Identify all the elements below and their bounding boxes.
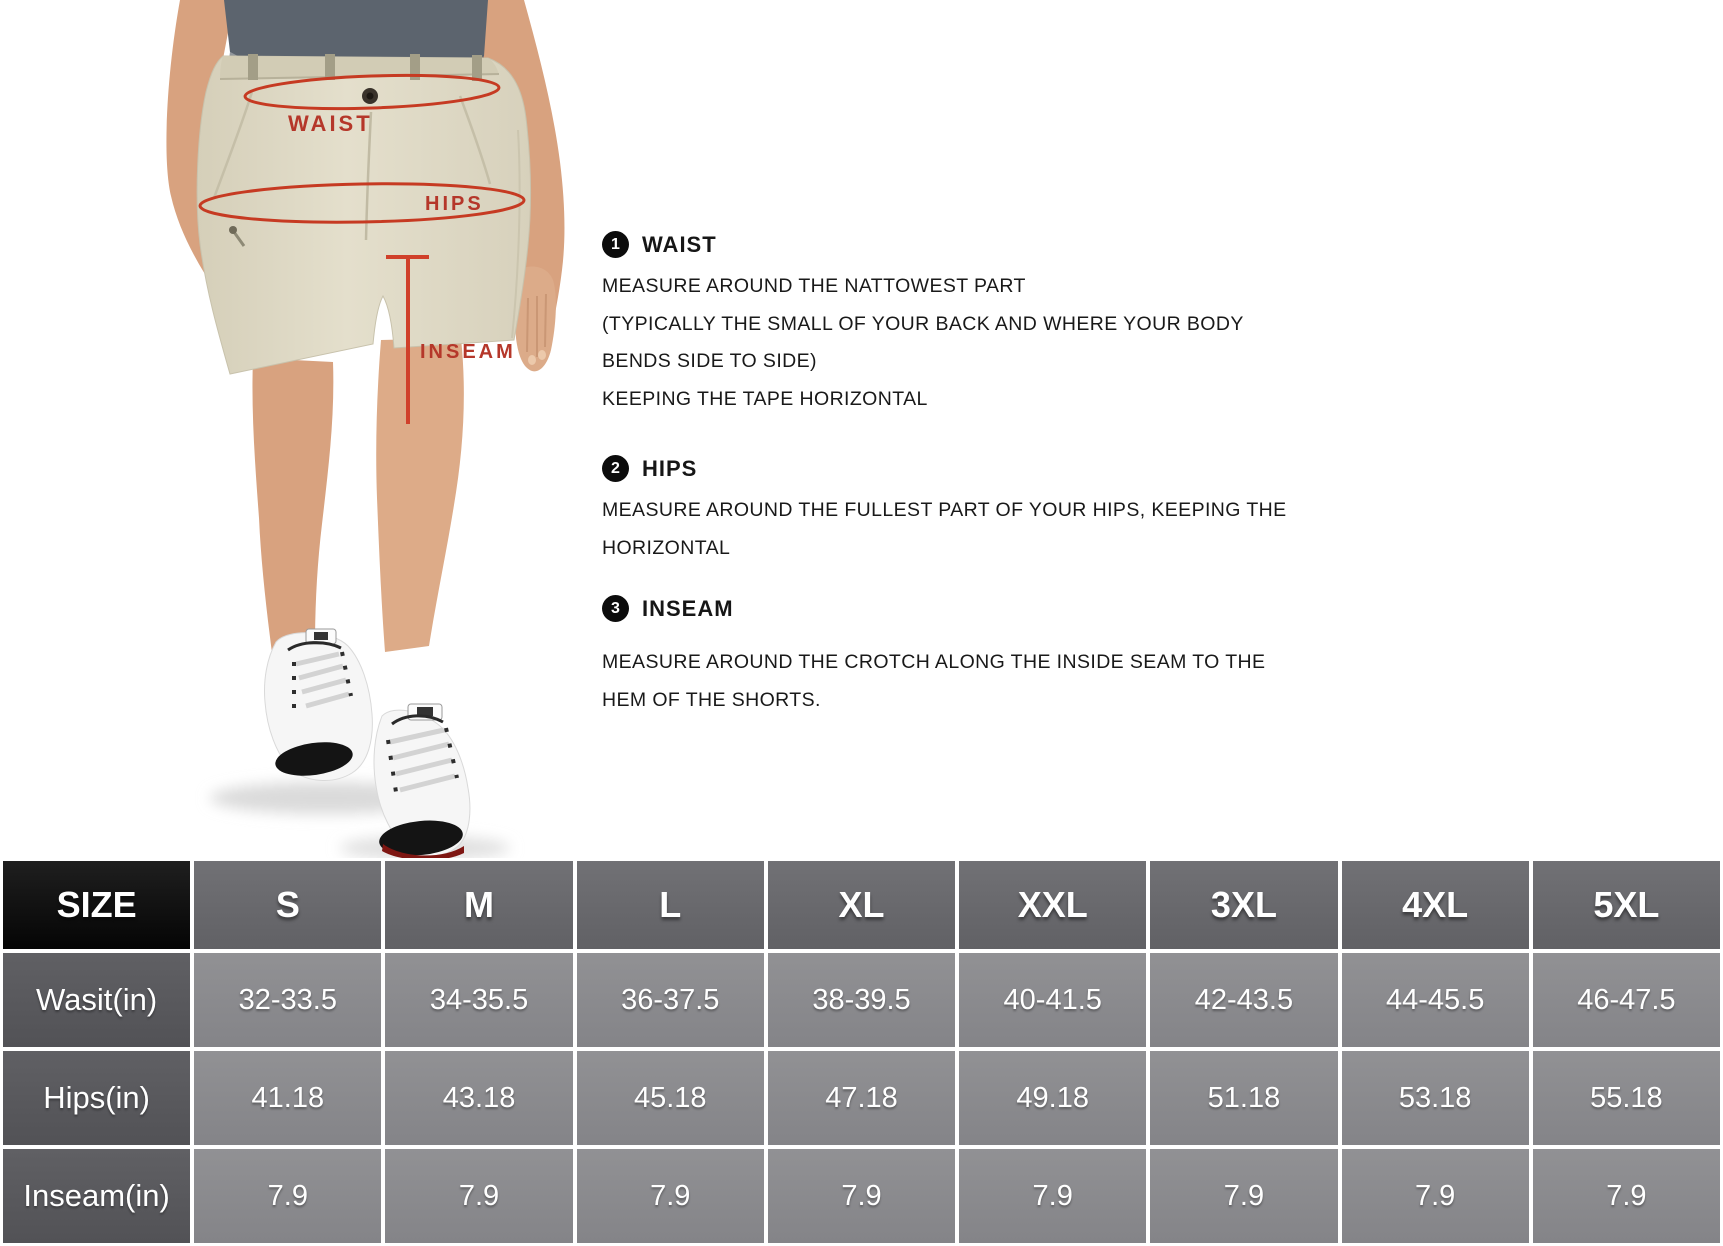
waistband (220, 56, 499, 80)
belt-loop (325, 54, 335, 80)
table-header-s: S (194, 861, 382, 949)
fly-seam (364, 111, 373, 241)
left-pocket-seam (212, 91, 254, 199)
instruction-title: WAIST (642, 231, 717, 257)
instruction-body: MEASURE AROUND THE NATTOWEST PART (TYPIC… (602, 268, 1244, 418)
table-header-4xl: 4XL (1341, 861, 1529, 949)
table-header-3xl: 3XL (1150, 861, 1338, 949)
table-cell: 7.9 (959, 1149, 1147, 1243)
belt-loop (472, 55, 482, 81)
right-side-seam (511, 129, 521, 339)
table-cell: 7.9 (1150, 1149, 1338, 1243)
table-header-5xl: 5XL (1532, 861, 1720, 949)
table-cell: 41.18 (194, 1051, 382, 1145)
table-cell: 7.9 (767, 1149, 956, 1243)
table-header-l: L (576, 861, 764, 949)
instruction-waist: 1 WAIST MEASURE AROUND THE NATTOWEST PAR… (602, 231, 1244, 418)
table-cell: 49.18 (959, 1051, 1147, 1145)
fingernail (538, 350, 546, 360)
left-shoe (264, 632, 373, 781)
hips-photo-label: HIPS (425, 193, 484, 215)
finger-lines (526, 293, 547, 357)
instruction-heading: 1 WAIST (602, 231, 1244, 258)
table-cell: 7.9 (194, 1149, 382, 1243)
table-row-label-inseam: Inseam(in) (3, 1149, 191, 1243)
instruction-heading: 3 INSEAM (602, 595, 1265, 622)
instruction-line: HORIZONTAL (602, 536, 731, 559)
inseam-photo-label: INSEAM (420, 341, 516, 363)
right-pocket-seam (458, 95, 492, 185)
table-cell: 42-43.5 (1150, 953, 1338, 1047)
belt-loop (410, 54, 420, 80)
zip-pocket (232, 231, 246, 247)
instruction-line: KEEPING THE TAPE HORIZONTAL (602, 387, 928, 410)
model-illustration: WAIST HIPS INSEAM (166, 0, 565, 861)
waist-photo-label: WAIST (288, 111, 373, 136)
instruction-line: MEASURE AROUND THE NATTOWEST PART (602, 275, 1026, 297)
right-shoe-tag (417, 707, 433, 716)
right-leg (376, 338, 464, 652)
zip-pull (229, 226, 237, 234)
table-cell: 47.18 (767, 1051, 956, 1145)
table-cell: 55.18 (1532, 1051, 1720, 1145)
left-leg (252, 358, 334, 653)
model-photo: WAIST HIPS INSEAM (120, 0, 590, 862)
left-shoe-toe (275, 742, 353, 776)
table-cell: 44-45.5 (1341, 953, 1529, 1047)
left-shoe-collar (287, 641, 342, 652)
right-shoe-toe (379, 820, 463, 856)
size-chart-table: SIZE S M L XL XXL 3XL 4XL 5XL Wasit(in) … (0, 858, 1723, 1246)
instruction-body: MEASURE AROUND THE FULLEST PART OF YOUR … (602, 492, 1287, 567)
instruction-line: MEASURE AROUND THE FULLEST PART OF YOUR … (602, 499, 1287, 521)
right-shoe-laces (389, 727, 456, 793)
table-cell: 36-37.5 (576, 953, 764, 1047)
table-cell: 43.18 (385, 1051, 573, 1145)
table-header-size: SIZE (3, 861, 191, 949)
table-cell: 38-39.5 (767, 953, 956, 1047)
table-row-label-hips: Hips(in) (3, 1051, 191, 1145)
instruction-line: HEM OF THE SHORTS. (602, 688, 821, 711)
table-cell: 51.18 (1150, 1051, 1338, 1145)
table-cell: 53.18 (1341, 1051, 1529, 1145)
table-header-m: M (385, 861, 573, 949)
right-shoe-red-sole (382, 844, 464, 861)
instruction-line: BENDS SIDE TO SIDE) (602, 350, 817, 372)
table-cell: 7.9 (576, 1149, 764, 1243)
shorts-button-center (366, 92, 374, 100)
right-shoe-collar (391, 714, 444, 726)
instruction-heading: 2 HIPS (602, 455, 1287, 482)
table-cell: 7.9 (385, 1149, 573, 1243)
table-cell: 7.9 (1341, 1149, 1529, 1243)
table-cell: 45.18 (576, 1051, 764, 1145)
table-cell: 7.9 (1532, 1149, 1720, 1243)
table-header-xxl: XXL (959, 861, 1147, 949)
instruction-hips: 2 HIPS MEASURE AROUND THE FULLEST PART O… (602, 455, 1287, 567)
inseam-line (386, 255, 429, 424)
table-cell: 34-35.5 (385, 953, 573, 1047)
table-header-xl: XL (767, 861, 956, 949)
instruction-body: MEASURE AROUND THE CROTCH ALONG THE INSI… (602, 644, 1265, 719)
table-row-label-waist: Wasit(in) (3, 953, 191, 1047)
number-badge-3: 3 (602, 595, 629, 622)
instruction-inseam: 3 INSEAM MEASURE AROUND THE CROTCH ALONG… (602, 595, 1265, 719)
table-cell: 40-41.5 (959, 953, 1147, 1047)
belt-loop (248, 54, 258, 80)
left-shoe-laces (295, 651, 350, 709)
instruction-line: (TYPICALLY THE SMALL OF YOUR BACK AND WH… (602, 312, 1244, 335)
shorts (196, 55, 531, 375)
instruction-title: HIPS (642, 455, 698, 481)
left-shoe-tag (314, 632, 328, 640)
instruction-title: INSEAM (642, 595, 734, 621)
fingernail (528, 355, 536, 365)
instruction-line: MEASURE AROUND THE CROTCH ALONG THE INSI… (602, 651, 1266, 673)
waist-ellipse (243, 73, 501, 111)
table-cell: 46-47.5 (1532, 953, 1720, 1047)
number-badge-1: 1 (602, 231, 629, 258)
hips-ellipse (198, 182, 526, 224)
number-badge-2: 2 (602, 455, 629, 482)
table-cell: 32-33.5 (194, 953, 382, 1047)
